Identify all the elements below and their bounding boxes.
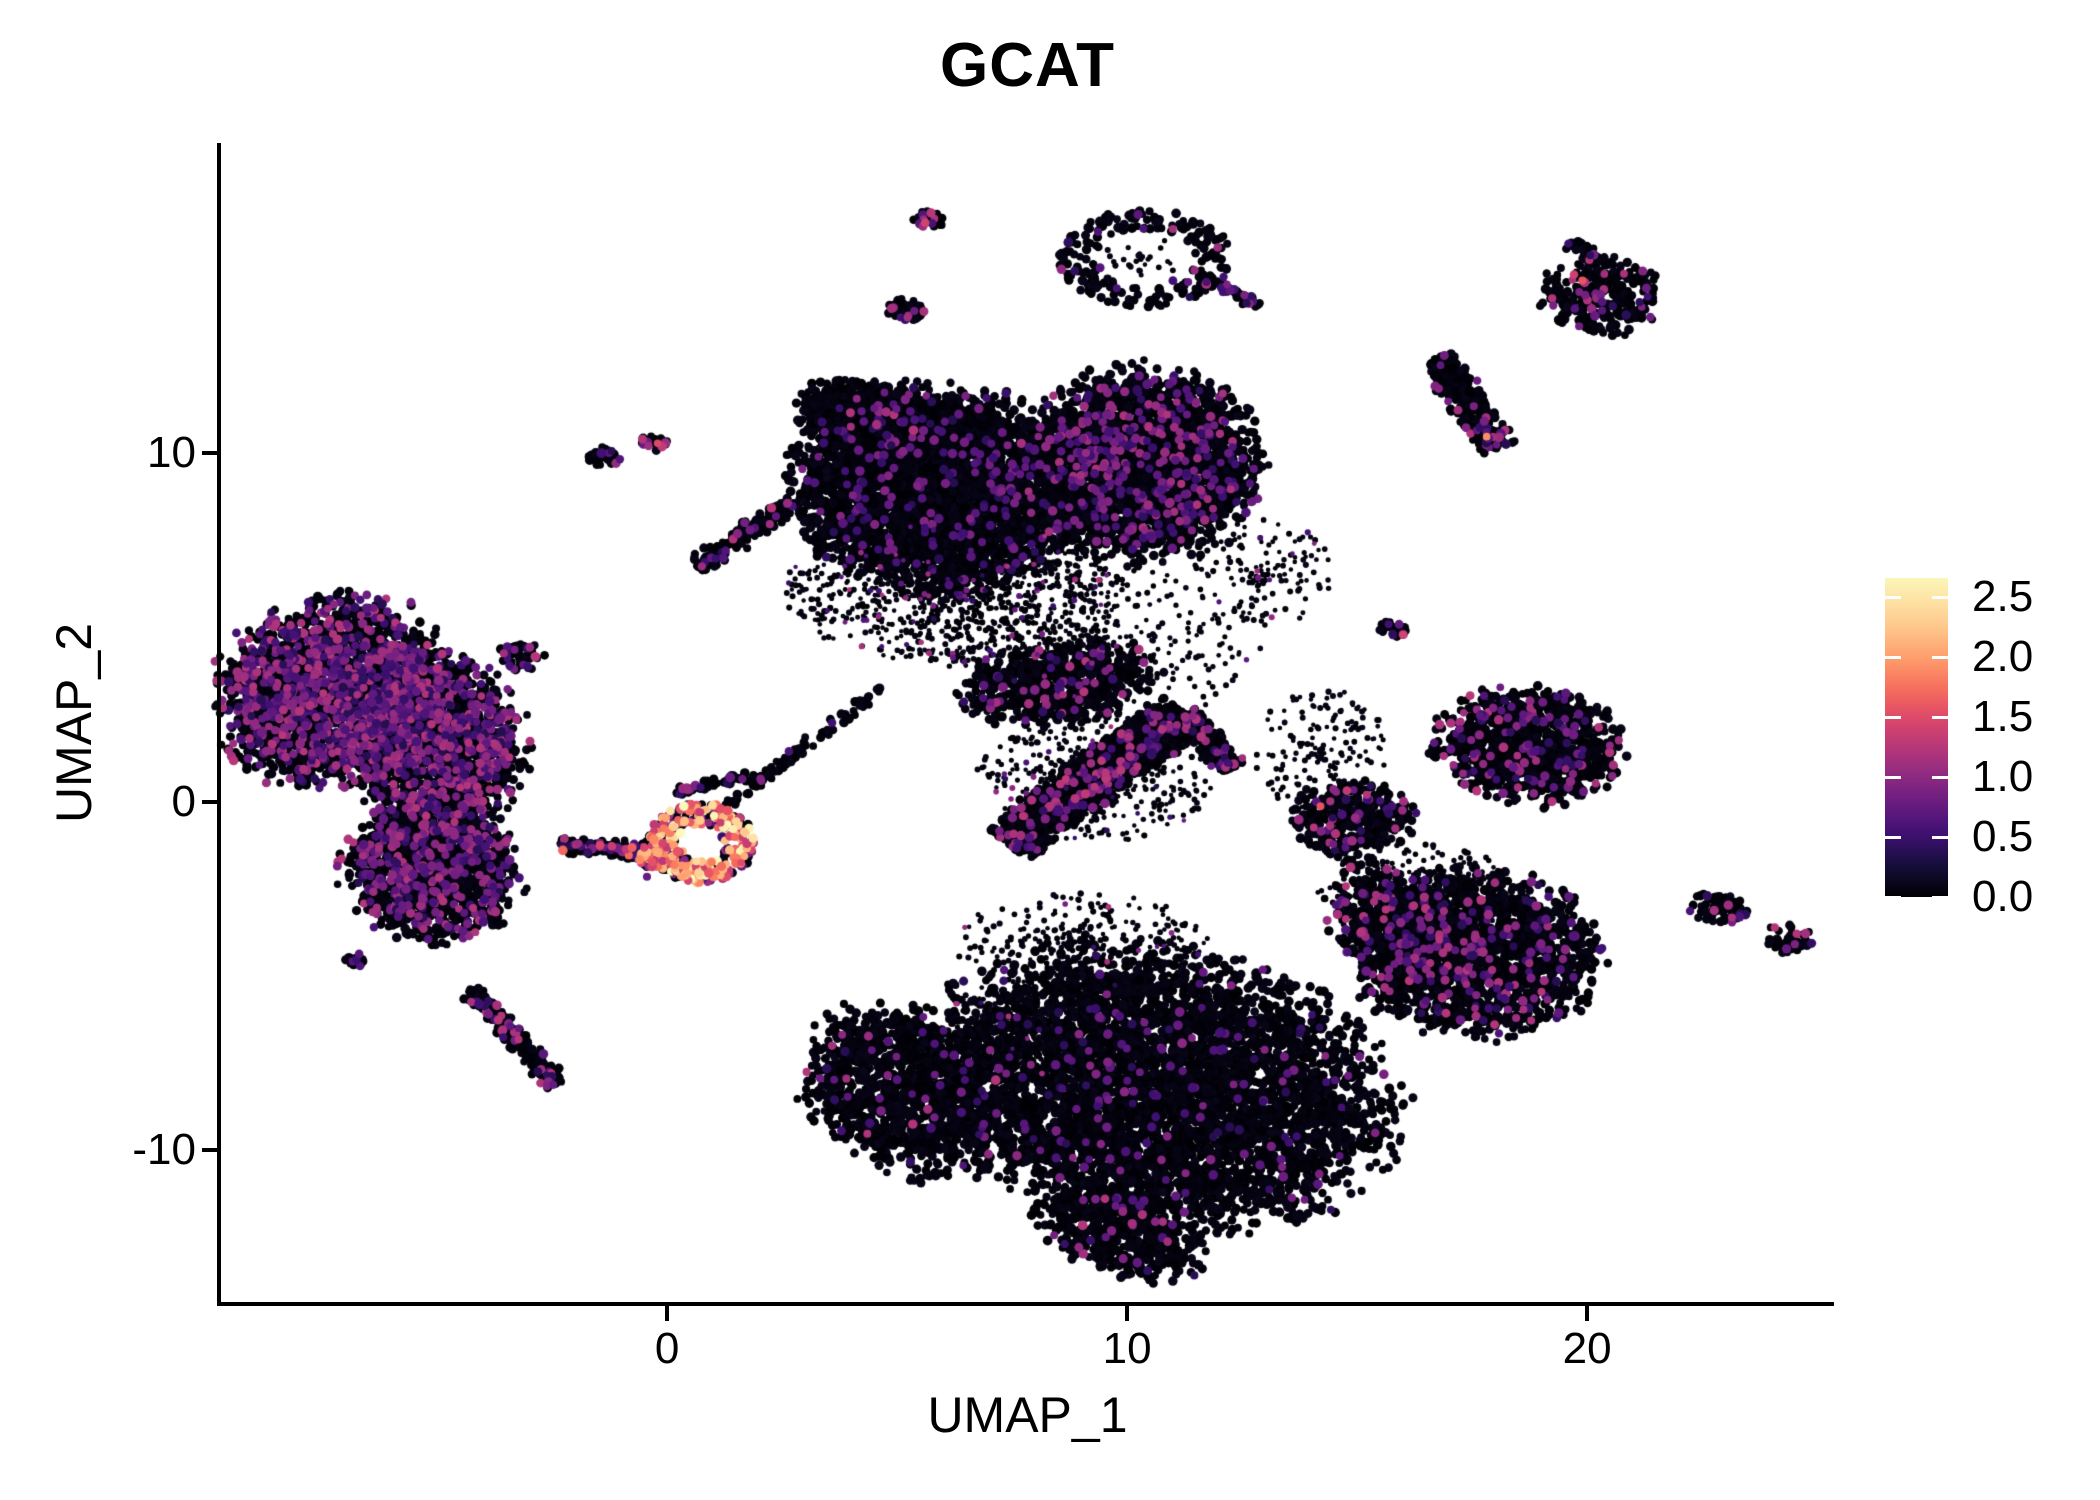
colorbar-tick	[1885, 655, 1901, 659]
colorbar-gradient	[1885, 578, 1948, 897]
x-tick-label: 10	[1102, 1324, 1152, 1373]
colorbar-label: 1.0	[1972, 752, 2034, 802]
y-tick-label: -10	[132, 1125, 196, 1175]
colorbar-label: 0.5	[1972, 812, 2034, 862]
colorbar-tick	[1932, 835, 1948, 839]
colorbar-tick	[1932, 895, 1948, 899]
x-axis-tick	[1125, 1306, 1130, 1321]
colorbar-label: 2.0	[1972, 632, 2034, 682]
y-axis-title: UMAP_2	[46, 622, 102, 824]
colorbar-label: 1.5	[1972, 692, 2034, 742]
colorbar	[1885, 578, 1948, 899]
colorbar-tick	[1932, 595, 1948, 599]
colorbar-label: 0.0	[1972, 872, 2034, 921]
y-tick-label: 0	[171, 776, 196, 826]
y-axis-tick	[202, 799, 217, 804]
y-axis-tick	[202, 1148, 217, 1153]
x-axis-title: UMAP_1	[927, 1387, 1128, 1443]
colorbar-tick	[1885, 775, 1901, 779]
x-axis-line	[217, 1302, 1834, 1306]
colorbar-tick	[1932, 775, 1948, 779]
y-tick-label: 10	[147, 428, 196, 478]
colorbar-tick	[1885, 595, 1901, 599]
x-tick-label: 20	[1562, 1324, 1612, 1373]
x-axis-tick	[665, 1306, 670, 1321]
x-tick-label: 0	[654, 1324, 680, 1373]
x-axis-tick	[1585, 1306, 1590, 1321]
colorbar-tick	[1932, 655, 1948, 659]
y-axis-line	[217, 143, 221, 1306]
plot-title: GCAT	[939, 31, 1116, 100]
colorbar-tick	[1885, 715, 1901, 719]
colorbar-tick	[1885, 835, 1901, 839]
colorbar-tick	[1932, 715, 1948, 719]
y-axis-tick	[202, 451, 217, 456]
colorbar-label: 2.5	[1972, 572, 2034, 622]
colorbar-tick	[1885, 895, 1901, 899]
